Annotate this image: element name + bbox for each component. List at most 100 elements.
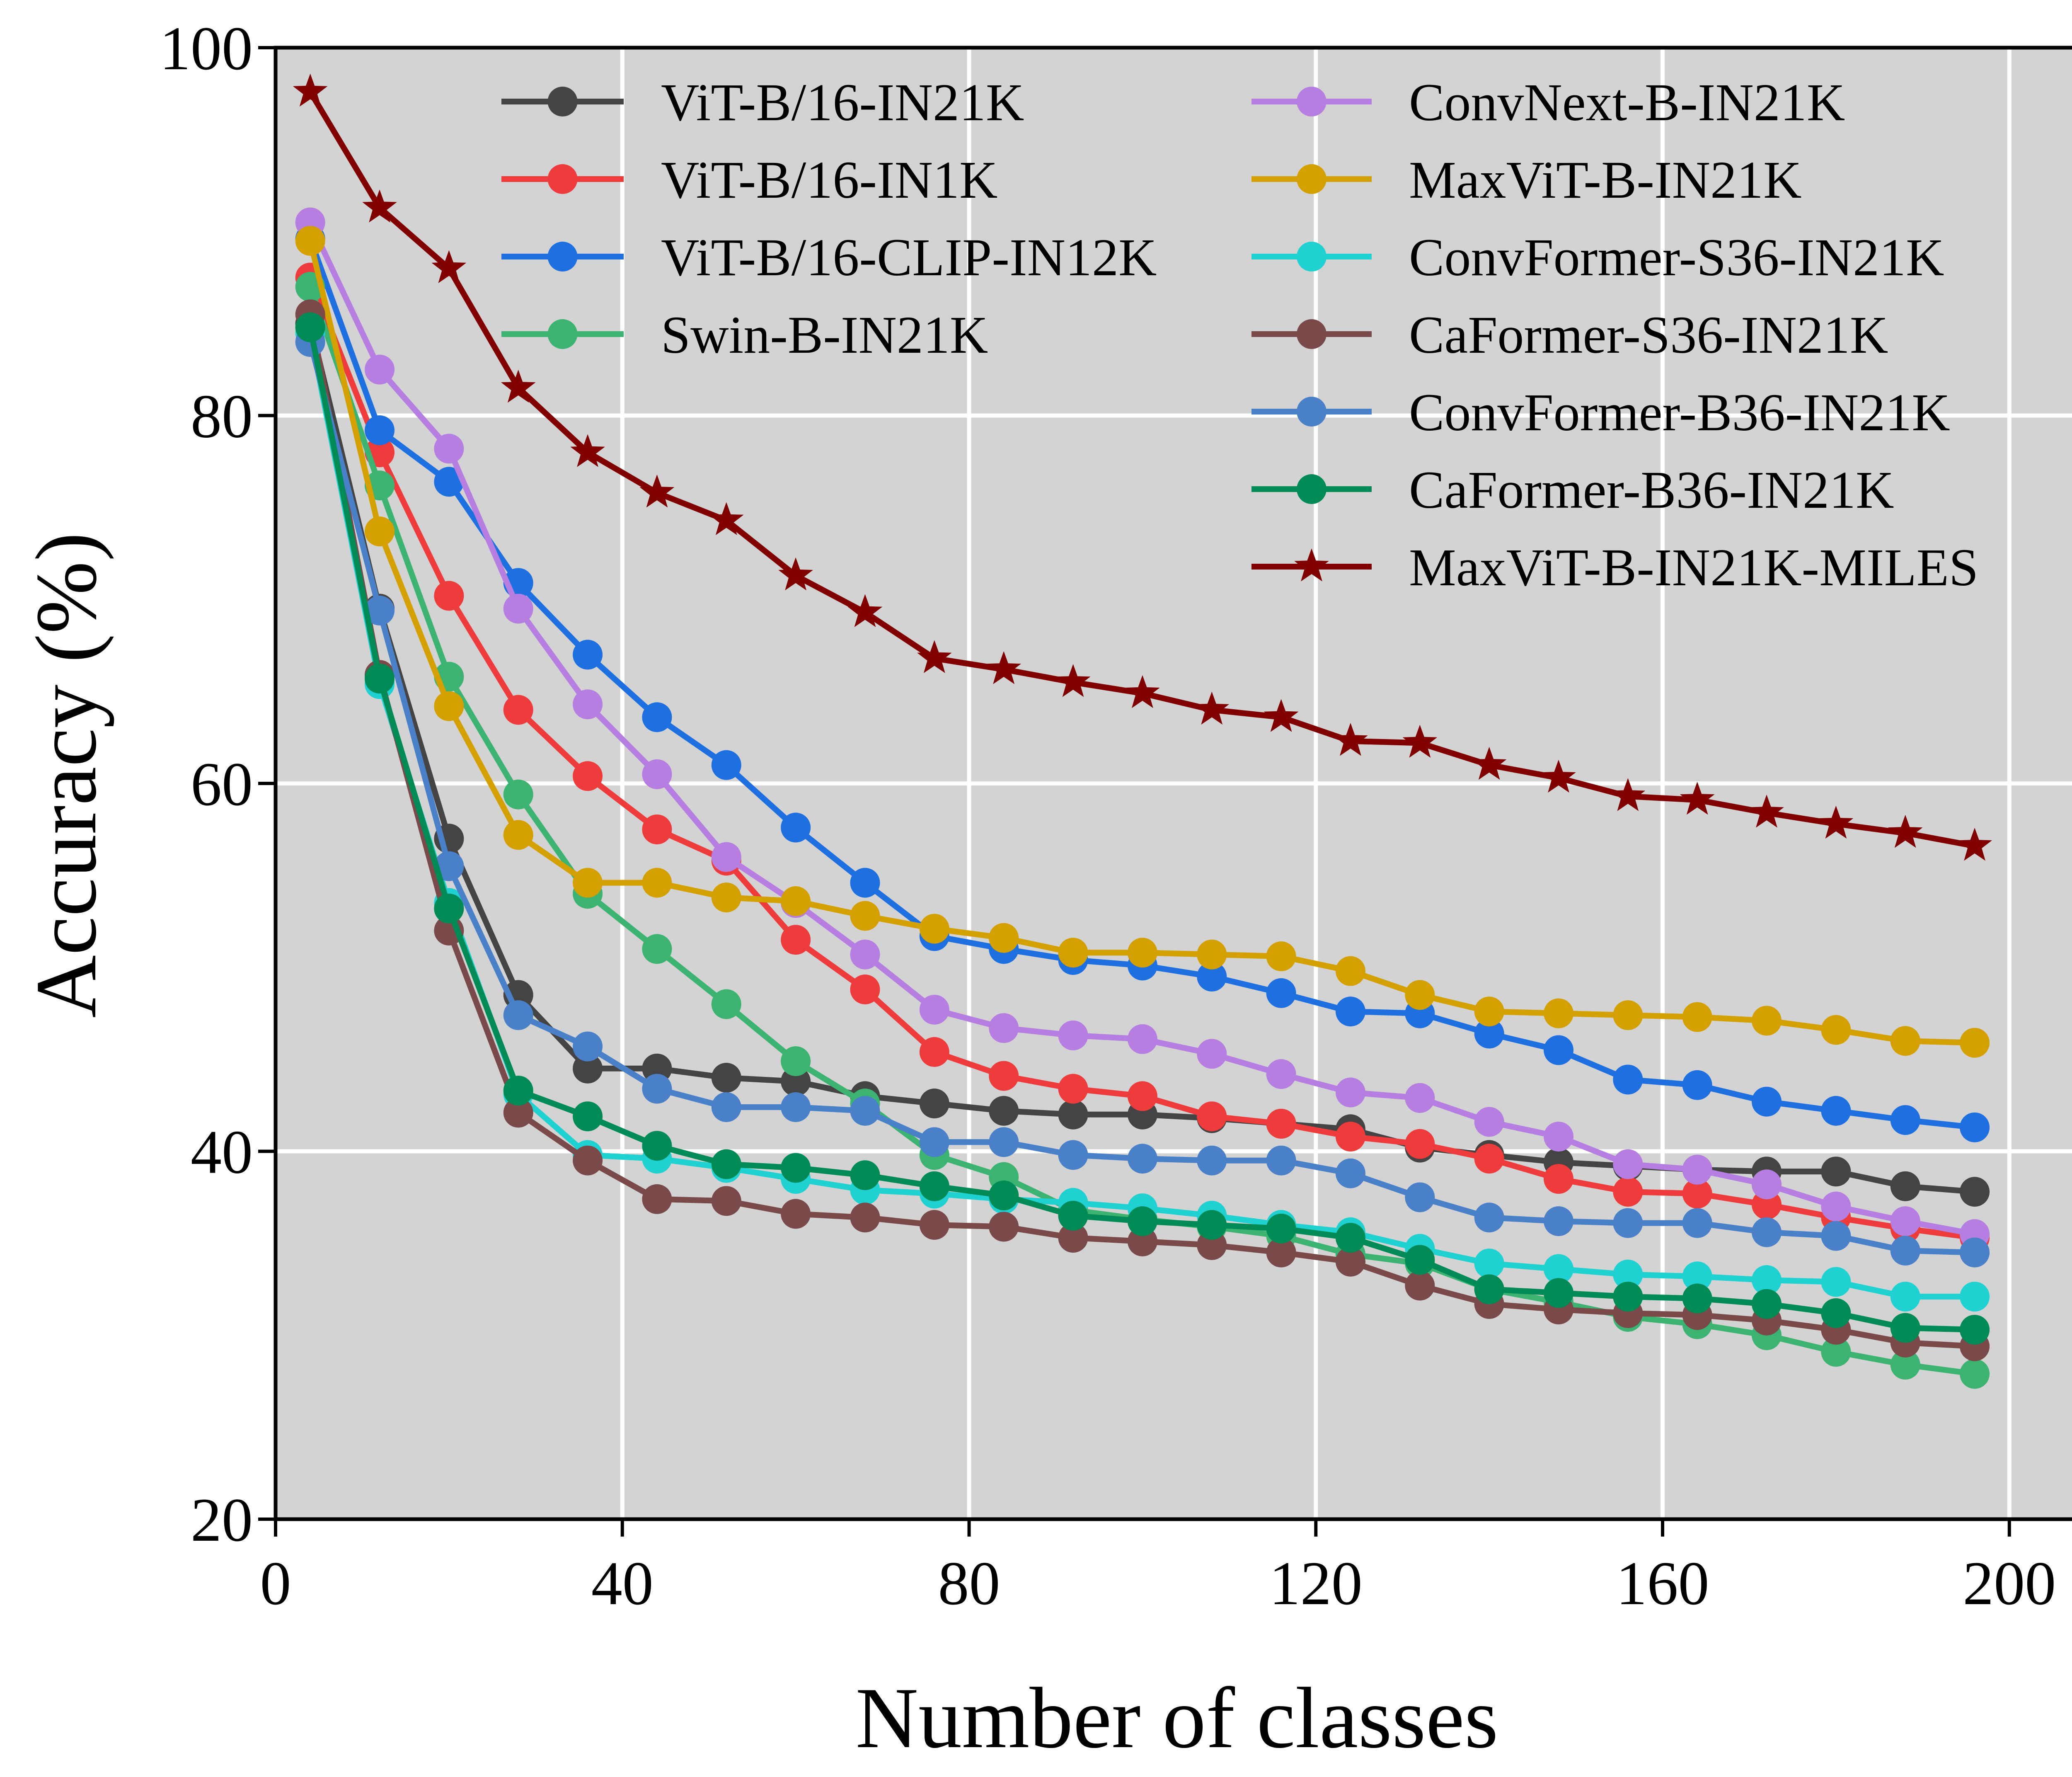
data-point	[1682, 1154, 1712, 1185]
data-point	[1125, 675, 1160, 708]
legend-entry: ViT-B/16-CLIP-IN12K	[501, 228, 1157, 287]
data-point	[642, 1131, 672, 1161]
data-point	[1472, 747, 1507, 780]
data-point	[1197, 1210, 1227, 1240]
data-point	[1613, 1000, 1643, 1030]
data-point	[989, 1181, 1019, 1210]
data-point	[1266, 1108, 1296, 1139]
data-point	[1127, 938, 1157, 968]
data-point	[1544, 1278, 1574, 1308]
data-point	[642, 759, 672, 789]
data-point	[1888, 815, 1923, 848]
data-point	[989, 1127, 1019, 1157]
data-point	[781, 1199, 811, 1229]
data-point	[1541, 759, 1576, 793]
x-tick-label: 40	[591, 1549, 654, 1618]
data-point	[1197, 1039, 1227, 1069]
series-layer	[293, 73, 1992, 1389]
data-point	[1890, 1206, 1920, 1236]
data-point	[1058, 1020, 1088, 1050]
data-point	[1333, 722, 1368, 756]
data-point	[1890, 1313, 1920, 1343]
data-point	[1613, 1259, 1643, 1290]
data-point	[850, 939, 880, 970]
data-point	[1058, 1200, 1088, 1231]
legend-entry: ViT-B/16-IN1K	[501, 150, 997, 209]
data-point	[711, 1186, 741, 1216]
data-point	[570, 434, 605, 467]
data-point	[1405, 1245, 1435, 1275]
legend-entry: CaFormer-S36-IN21K	[1251, 305, 1888, 364]
data-point	[1960, 1237, 1990, 1268]
data-point	[503, 779, 533, 810]
data-point	[781, 1046, 811, 1076]
data-point	[1405, 1270, 1435, 1301]
data-point	[1474, 1274, 1504, 1304]
data-point	[1335, 1158, 1365, 1188]
data-point	[573, 689, 603, 720]
data-point	[503, 1098, 533, 1128]
series-MaxViT-B-IN21K	[295, 225, 1990, 1058]
data-point	[642, 868, 672, 898]
data-point	[1752, 1289, 1782, 1319]
data-point	[1821, 1096, 1851, 1126]
data-point	[1960, 1177, 1990, 1207]
data-point	[573, 1145, 603, 1176]
data-point	[781, 1092, 811, 1122]
data-point	[1266, 978, 1296, 1008]
data-point	[1194, 691, 1230, 725]
data-point	[1544, 1122, 1574, 1152]
series-ConvNext-B-IN21K	[295, 207, 1990, 1249]
data-point	[1821, 1015, 1851, 1045]
data-point	[1127, 1081, 1157, 1111]
data-point	[642, 934, 672, 964]
legend-label: ViT-B/16-IN1K	[661, 150, 997, 209]
data-point	[573, 1101, 603, 1132]
data-point	[503, 594, 533, 624]
data-point	[639, 474, 675, 508]
legend-label: MaxViT-B-IN21K	[1409, 150, 1802, 209]
data-point	[1960, 1282, 1990, 1312]
data-point	[1890, 1026, 1920, 1056]
data-point	[989, 1061, 1019, 1091]
data-point	[434, 581, 464, 611]
data-point	[365, 664, 395, 694]
data-point	[1682, 1070, 1712, 1100]
data-point	[1266, 1237, 1296, 1268]
legend-marker	[1297, 87, 1326, 116]
data-point	[1960, 1028, 1990, 1058]
data-point	[1058, 938, 1088, 968]
data-point	[503, 1000, 533, 1030]
data-point	[1680, 781, 1715, 815]
data-point	[434, 691, 464, 721]
data-point	[1474, 1249, 1504, 1279]
data-point	[1266, 941, 1296, 972]
data-point	[1957, 827, 1992, 861]
x-tick-label: 160	[1616, 1549, 1709, 1618]
x-tick-label: 80	[938, 1549, 1000, 1618]
data-point	[919, 1089, 949, 1119]
data-point	[1752, 1217, 1782, 1247]
legend-entry: ViT-B/16-IN21K	[501, 73, 1024, 132]
data-point	[1474, 1144, 1504, 1174]
data-point	[1682, 1208, 1712, 1238]
data-point	[1197, 1101, 1227, 1132]
data-point	[1682, 1002, 1712, 1032]
data-point	[1682, 1261, 1712, 1292]
data-point	[1890, 1171, 1920, 1201]
data-point	[1266, 1145, 1296, 1176]
legend-entry: Swin-B-IN21K	[501, 305, 988, 364]
legend-marker	[1297, 474, 1326, 504]
legend-marker	[547, 87, 578, 116]
data-point	[1058, 1140, 1088, 1170]
data-point	[642, 1074, 672, 1104]
data-point	[781, 1153, 811, 1183]
data-point	[1682, 1178, 1712, 1209]
data-point	[1544, 1164, 1574, 1194]
data-point	[711, 842, 741, 872]
data-point	[1821, 1267, 1851, 1297]
data-point	[1335, 1122, 1365, 1152]
data-point	[503, 695, 533, 725]
data-point	[1405, 1129, 1435, 1159]
data-point	[850, 1096, 880, 1126]
